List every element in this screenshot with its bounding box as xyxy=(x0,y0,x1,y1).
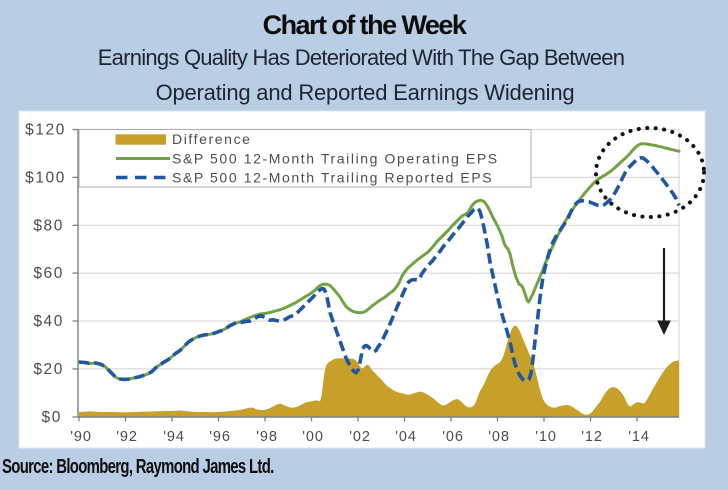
svg-text:$100: $100 xyxy=(25,169,66,186)
svg-text:'12: '12 xyxy=(581,429,603,445)
svg-text:$0: $0 xyxy=(42,409,62,426)
svg-text:$60: $60 xyxy=(33,265,64,282)
svg-text:Difference: Difference xyxy=(172,131,252,147)
svg-text:'98: '98 xyxy=(256,429,278,445)
svg-text:'04: '04 xyxy=(395,429,417,445)
svg-text:'10: '10 xyxy=(535,429,557,445)
svg-text:'90: '90 xyxy=(70,429,92,445)
svg-text:'94: '94 xyxy=(163,429,185,445)
svg-text:'00: '00 xyxy=(302,429,324,445)
svg-text:S&P 500 12-Month Trailing Repo: S&P 500 12-Month Trailing Reported EPS xyxy=(172,170,493,186)
svg-text:'02: '02 xyxy=(349,429,371,445)
svg-text:'92: '92 xyxy=(116,429,138,445)
svg-text:'14: '14 xyxy=(628,429,650,445)
svg-text:'08: '08 xyxy=(488,429,510,445)
svg-text:'96: '96 xyxy=(209,429,231,445)
svg-text:$80: $80 xyxy=(33,217,64,234)
svg-text:'06: '06 xyxy=(442,429,464,445)
svg-text:$120: $120 xyxy=(25,122,66,139)
svg-text:S&P 500 12-Month Trailing Oper: S&P 500 12-Month Trailing Operating EPS xyxy=(172,151,499,167)
svg-text:$20: $20 xyxy=(33,361,64,378)
svg-text:$40: $40 xyxy=(33,313,64,330)
